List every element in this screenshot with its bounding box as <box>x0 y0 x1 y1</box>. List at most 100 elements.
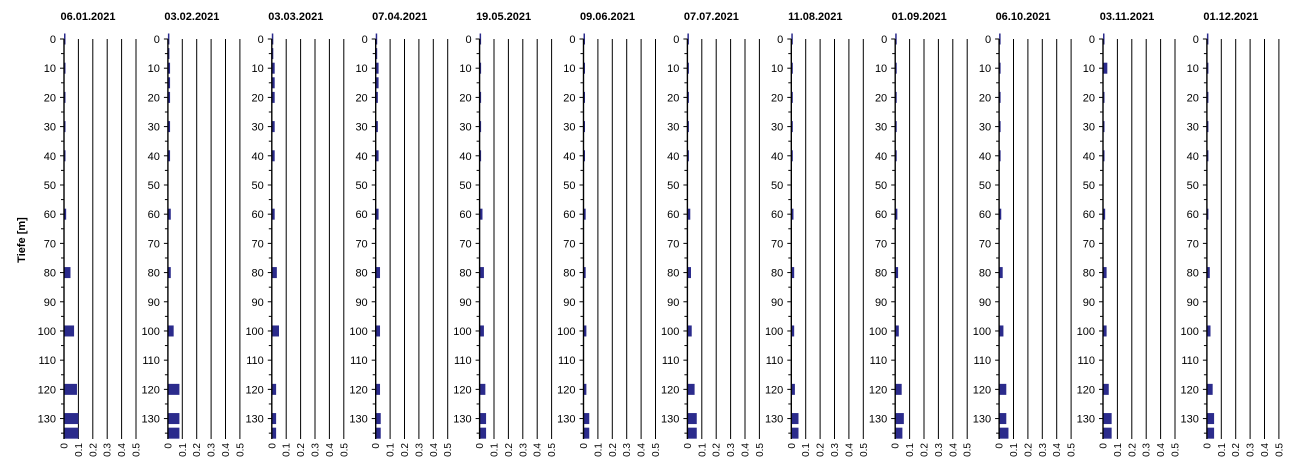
bar <box>895 325 899 337</box>
bar <box>687 427 697 439</box>
x-tick-label: 0.5 <box>963 443 974 457</box>
y-tick-label: 100 <box>557 326 575 338</box>
bar <box>167 208 171 220</box>
bar <box>895 62 897 74</box>
y-tick-label: 0 <box>777 34 783 46</box>
y-tick-label: 20 <box>44 92 56 104</box>
x-tick-label: 0.3 <box>518 443 529 457</box>
bar <box>1206 325 1211 337</box>
x-tick-label: 0.4 <box>948 443 959 457</box>
bar <box>1206 267 1210 279</box>
y-tick-label: 10 <box>667 63 679 75</box>
bar <box>687 62 689 74</box>
panel-6: 07.07.2021 0 10 20 30 40 50 60 70 80 90 100 110 120 13… <box>661 11 766 457</box>
y-tick-label: 30 <box>667 122 679 134</box>
bar <box>64 62 66 74</box>
bar <box>999 413 1007 425</box>
y-tick-label: 130 <box>1077 414 1095 426</box>
y-tick-label: 90 <box>148 297 160 309</box>
x-tick-label: 0.1 <box>282 443 293 457</box>
y-tick-label: 70 <box>979 238 991 250</box>
y-tick-label: 40 <box>979 151 991 163</box>
y-tick-label: 10 <box>459 63 471 75</box>
bar <box>895 33 897 45</box>
y-tick-label: 40 <box>1083 151 1095 163</box>
y-tick-label: 90 <box>875 297 887 309</box>
x-tick-label: 0.2 <box>1127 443 1138 457</box>
y-tick-label: 40 <box>44 151 56 163</box>
bar <box>791 413 799 425</box>
x-tick-label: 0.4 <box>429 443 440 457</box>
y-tick-label: 0 <box>673 34 679 46</box>
y-tick-label: 130 <box>765 414 783 426</box>
bar <box>999 427 1009 439</box>
panel-title: 01.12.2021 <box>1203 11 1258 23</box>
y-tick-label: 80 <box>667 268 679 280</box>
y-tick-label: 20 <box>979 92 991 104</box>
bar <box>687 383 695 395</box>
y-tick-label: 30 <box>459 122 471 134</box>
x-tick-label: 0.4 <box>637 443 648 457</box>
bar <box>479 208 483 220</box>
x-tick-label: 0.2 <box>920 443 931 457</box>
bar <box>999 383 1007 395</box>
y-tick-label: 10 <box>1187 63 1199 75</box>
y-tick-label: 100 <box>661 326 679 338</box>
bar <box>895 91 897 103</box>
y-tick-label: 120 <box>661 384 679 396</box>
y-tick-label: 80 <box>44 268 56 280</box>
x-tick-label: 0.2 <box>88 443 99 457</box>
x-tick-label: 0 <box>267 443 278 449</box>
y-tick-label: 110 <box>558 355 576 367</box>
x-tick-label: 0.1 <box>74 443 85 457</box>
y-tick-label: 60 <box>1187 209 1199 221</box>
x-tick-label: 0.1 <box>490 443 501 457</box>
bar <box>583 413 590 425</box>
bar <box>895 121 897 133</box>
bar <box>271 208 275 220</box>
bar <box>1103 33 1105 45</box>
bar <box>1206 91 1209 103</box>
y-tick-label: 0 <box>50 34 56 46</box>
y-tick-label: 90 <box>563 297 575 309</box>
y-tick-label: 100 <box>38 326 56 338</box>
bar <box>1103 413 1112 425</box>
x-tick-label: 0.3 <box>622 443 633 457</box>
y-tick-label: 0 <box>569 34 575 46</box>
y-tick-label: 100 <box>245 326 263 338</box>
bar <box>999 33 1001 45</box>
x-tick-label: 0.4 <box>533 443 544 457</box>
y-tick-label: 50 <box>563 180 575 192</box>
y-tick-label: 130 <box>142 414 160 426</box>
bar <box>583 33 585 45</box>
x-tick-label: 0.1 <box>1113 443 1124 457</box>
y-tick-label: 60 <box>875 209 887 221</box>
bar <box>167 267 171 279</box>
panel-2: 03.03.2021 0 10 20 30 40 50 60 70 80 90 100 110 120 13… <box>245 11 350 457</box>
x-tick-label: 0.3 <box>414 443 425 457</box>
bar <box>64 325 75 337</box>
bar <box>687 91 689 103</box>
y-tick-label: 0 <box>154 34 160 46</box>
y-tick-label: 10 <box>979 63 991 75</box>
bar <box>895 383 902 395</box>
bar <box>687 413 697 425</box>
x-tick-label: 0.4 <box>221 443 232 457</box>
y-tick-label: 90 <box>355 297 367 309</box>
y-tick-label: 110 <box>38 355 56 367</box>
bar <box>687 325 692 337</box>
bar <box>791 33 793 45</box>
y-tick-label: 50 <box>667 180 679 192</box>
bar <box>64 91 66 103</box>
y-tick-label: 70 <box>252 238 264 250</box>
panel-title: 07.07.2021 <box>684 11 739 23</box>
bar <box>64 427 79 439</box>
x-tick-label: 0.1 <box>697 443 708 457</box>
x-tick-label: 0 <box>163 443 174 449</box>
bar <box>895 150 897 162</box>
bar <box>791 325 795 337</box>
y-tick-label: 80 <box>1083 268 1095 280</box>
y-tick-label: 0 <box>362 34 368 46</box>
bar <box>479 383 486 395</box>
